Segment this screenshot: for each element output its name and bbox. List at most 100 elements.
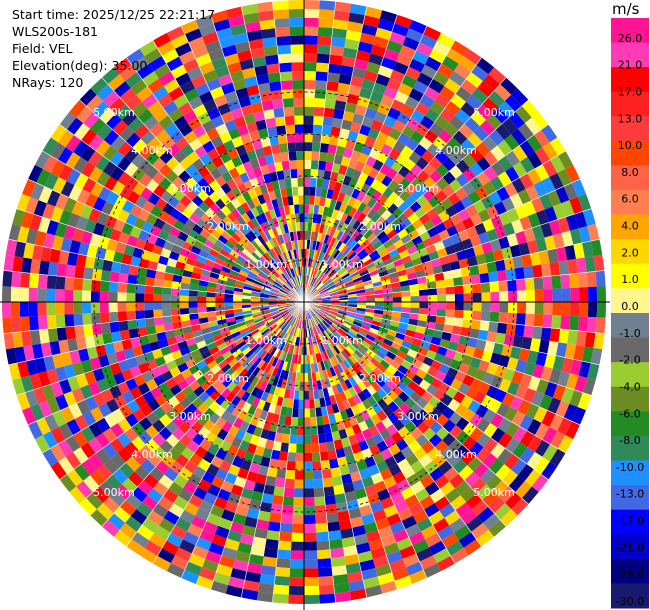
velocity-bin: [230, 484, 244, 497]
velocity-bin: [244, 516, 258, 528]
velocity-bin: [359, 251, 369, 261]
velocity-bin: [374, 302, 384, 307]
velocity-bin: [241, 525, 256, 537]
velocity-bin: [243, 113, 256, 125]
velocity-bin: [324, 98, 336, 109]
velocity-bin: [525, 289, 535, 302]
velocity-bin: [127, 319, 138, 330]
velocity-bin: [397, 132, 411, 146]
velocity-bin: [517, 463, 534, 481]
velocity-bin: [390, 360, 401, 370]
start-time-text: Start time: 2025/12/25 22:21:17: [12, 7, 216, 22]
velocity-bin: [304, 248, 307, 258]
velocity-bin: [379, 468, 393, 481]
velocity-bin: [396, 380, 408, 392]
velocity-bin: [213, 496, 228, 510]
velocity-bin: [280, 442, 290, 453]
velocity-bin: [549, 448, 566, 467]
velocity-bin: [304, 506, 316, 516]
velocity-bin: [282, 496, 294, 507]
velocity-bin: [448, 179, 463, 193]
velocity-bin: [96, 211, 110, 226]
velocity-bin: [256, 275, 266, 282]
velocity-bin: [241, 302, 251, 306]
velocity-bin: [548, 368, 562, 385]
velocity-bin: [511, 410, 526, 427]
velocity-bin: [196, 255, 207, 264]
velocity-bin: [429, 100, 445, 116]
velocity-bin: [338, 290, 348, 295]
velocity-bin: [533, 181, 548, 198]
velocity-bin: [291, 354, 296, 364]
velocity-bin: [221, 265, 231, 274]
velocity-bin: [278, 414, 286, 425]
velocity-bin: [534, 422, 550, 440]
velocity-bin: [277, 549, 291, 560]
velocity-bin: [380, 143, 393, 156]
colorbar-swatch: [611, 42, 649, 68]
velocity-bin: [404, 239, 415, 250]
velocity-bin: [242, 310, 252, 315]
velocity-bin: [188, 364, 200, 375]
velocity-bin: [201, 269, 212, 277]
velocity-bin: [72, 361, 85, 377]
velocity-bin: [256, 348, 265, 358]
velocity-bin: [292, 88, 304, 98]
velocity-bin: [335, 447, 346, 459]
velocity-bin: [153, 446, 168, 461]
velocity-bin: [242, 371, 252, 382]
velocity-bin: [300, 230, 304, 240]
field-text: Field: VEL: [12, 41, 73, 56]
velocity-bin: [240, 104, 254, 117]
velocity-bin: [241, 588, 259, 601]
velocity-bin: [274, 255, 282, 265]
velocity-bin: [281, 89, 294, 99]
velocity-bin: [342, 545, 358, 557]
velocity-bin: [375, 517, 390, 531]
velocity-bin: [277, 264, 285, 274]
velocity-bin: [300, 266, 303, 276]
velocity-bin: [181, 446, 195, 461]
velocity-bin: [312, 326, 317, 336]
velocity-bin: [273, 107, 285, 118]
velocity-bin: [224, 354, 235, 364]
velocity-bin: [154, 525, 171, 541]
velocity-bin: [417, 182, 430, 196]
velocity-bin: [423, 503, 440, 518]
velocity-bin: [345, 185, 355, 197]
velocity-bin: [472, 244, 485, 257]
velocity-bin: [304, 559, 318, 569]
velocity-bin: [527, 152, 543, 169]
velocity-bin: [364, 6, 383, 19]
velocity-bin: [262, 266, 271, 275]
velocity-bin: [290, 559, 304, 569]
velocity-bin: [476, 418, 491, 433]
velocity-bin: [307, 231, 312, 241]
velocity-bin: [28, 287, 38, 302]
velocity-bin: [256, 591, 274, 603]
velocity-bin: [323, 243, 330, 254]
velocity-bin: [137, 327, 148, 338]
velocity-bin: [435, 315, 446, 325]
velocity-bin: [461, 275, 472, 286]
velocity-bin: [217, 488, 231, 502]
velocity-bin: [418, 136, 433, 151]
velocity-bin: [266, 321, 276, 329]
velocity-bin: [291, 177, 298, 188]
velocity-bin: [451, 268, 462, 279]
velocity-bin: [304, 381, 309, 391]
velocity-bin: [25, 359, 39, 376]
velocity-bin: [226, 320, 237, 327]
velocity-bin: [294, 115, 304, 125]
velocity-bin: [196, 375, 208, 386]
velocity-bin: [361, 78, 376, 91]
velocity-bin: [189, 212, 201, 224]
velocity-bin: [218, 220, 229, 231]
velocity-bin: [307, 363, 312, 373]
velocity-bin: [416, 72, 433, 87]
velocity-bin: [342, 322, 352, 329]
velocity-bin: [121, 477, 138, 494]
velocity-bin: [55, 276, 66, 290]
velocity-bin: [189, 318, 200, 327]
velocity-bin: [286, 281, 293, 289]
